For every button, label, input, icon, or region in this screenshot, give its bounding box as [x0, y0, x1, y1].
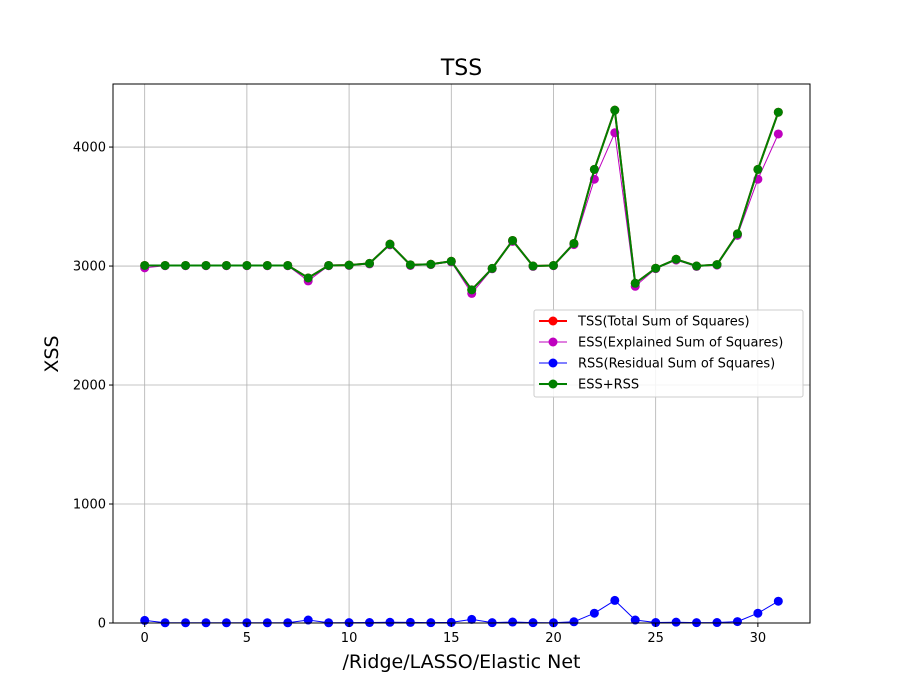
data-point — [446, 617, 456, 627]
legend-entry: RSS(Residual Sum of Squares) — [539, 357, 775, 372]
data-point — [446, 256, 456, 266]
legend-box — [533, 309, 804, 398]
x-tick-label: 10 — [341, 631, 358, 646]
data-point — [773, 107, 783, 117]
legend-swatch-marker — [548, 358, 558, 368]
legend-label: RSS(Residual Sum of Squares) — [578, 357, 775, 372]
series-3 — [140, 105, 783, 295]
legend-label: ESS(Explained Sum of Squares) — [578, 336, 783, 351]
data-point — [569, 617, 579, 627]
legend-label: ESS+RSS — [578, 378, 639, 393]
data-point — [773, 596, 783, 606]
data-point — [365, 258, 375, 268]
data-point — [569, 238, 579, 248]
y-tick-label: 0 — [98, 617, 106, 632]
data-point — [262, 260, 272, 270]
data-point — [385, 239, 395, 249]
data-point — [181, 260, 191, 270]
legend-swatch-marker — [548, 316, 558, 326]
data-point — [242, 260, 252, 270]
data-point — [630, 615, 640, 625]
data-point — [487, 263, 497, 273]
legend: TSS(Total Sum of Squares) ESS(Explained S… — [533, 309, 804, 398]
y-tick-label: 4000 — [73, 141, 106, 156]
data-point — [630, 278, 640, 288]
data-point — [753, 608, 763, 618]
chart-title: TSS — [440, 56, 482, 81]
data-point — [732, 617, 742, 627]
data-point — [773, 129, 783, 139]
series-layer — [140, 105, 783, 628]
data-point — [508, 617, 518, 627]
data-point — [405, 260, 415, 270]
x-tick-label: 20 — [545, 631, 562, 646]
data-point — [671, 254, 681, 264]
data-point — [303, 273, 313, 283]
data-point — [344, 260, 354, 270]
data-point — [610, 105, 620, 115]
data-point — [589, 608, 599, 618]
legend-entry: ESS(Explained Sum of Squares) — [539, 336, 783, 351]
plot-frame — [112, 83, 811, 624]
x-tick-label: 25 — [647, 631, 664, 646]
y-tick-label: 2000 — [73, 379, 106, 394]
data-point — [610, 595, 620, 605]
data-point — [324, 260, 334, 270]
legend-swatch-marker — [548, 379, 558, 389]
x-tick-label: 0 — [141, 631, 149, 646]
data-point — [140, 260, 150, 270]
y-axis-label: XSS — [41, 335, 63, 372]
data-point — [405, 617, 415, 627]
data-point — [589, 164, 599, 174]
legend-swatch-marker — [548, 337, 558, 347]
data-point — [303, 615, 313, 625]
data-point — [651, 263, 661, 273]
data-point — [548, 260, 558, 270]
x-axis-label: /Ridge/LASSO/Elastic Net — [343, 651, 581, 673]
data-point — [692, 261, 702, 271]
legend-label: TSS(Total Sum of Squares) — [577, 315, 750, 330]
ticks: 0 5 10 15 20 25 30 0 1000 2000 3000 4000 — [73, 141, 766, 646]
data-point — [467, 614, 477, 624]
data-point — [385, 617, 395, 627]
data-point — [201, 260, 211, 270]
data-point — [528, 261, 538, 271]
data-point — [467, 285, 477, 295]
data-point — [221, 260, 231, 270]
data-point — [283, 260, 293, 270]
y-tick-label: 1000 — [73, 498, 106, 513]
legend-entry: ESS+RSS — [539, 378, 639, 393]
data-point — [160, 260, 170, 270]
data-point — [508, 235, 518, 245]
legend-entry: TSS(Total Sum of Squares) — [539, 315, 750, 330]
x-tick-label: 15 — [443, 631, 460, 646]
data-point — [732, 229, 742, 239]
x-tick-label: 5 — [243, 631, 251, 646]
data-point — [753, 164, 763, 174]
data-point — [671, 617, 681, 627]
y-tick-label: 3000 — [73, 260, 106, 275]
series-2 — [140, 595, 783, 628]
x-tick-label: 30 — [750, 631, 767, 646]
data-point — [426, 259, 436, 269]
data-point — [712, 260, 722, 270]
